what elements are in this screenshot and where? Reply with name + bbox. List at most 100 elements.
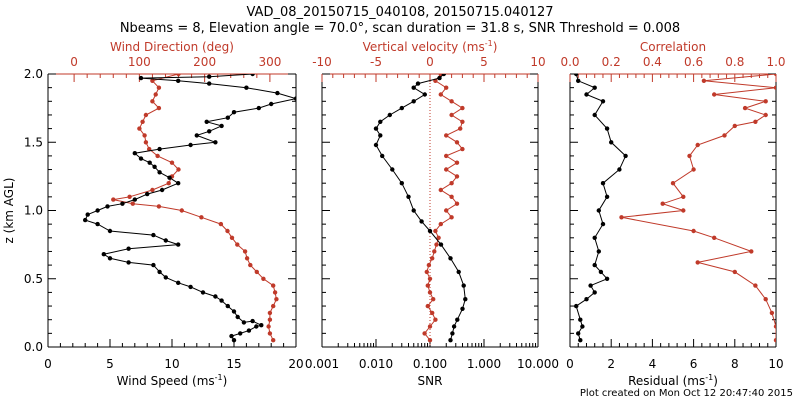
data-point [200,290,206,295]
data-point [454,160,460,165]
data-point [691,167,696,172]
data-point [231,338,237,343]
data-point [449,215,454,220]
series-residual [574,74,628,343]
x-bottom-tick-label: 4 [649,357,657,371]
x-top-axis-label-sup: -1 [485,39,493,48]
data-point [430,310,435,316]
data-point [415,81,421,86]
data-point [578,317,583,322]
data-point [246,328,252,333]
data-point [105,204,110,209]
series-correlation [619,74,776,343]
data-point [218,221,224,227]
x-top-tick-label: 0 [426,55,434,69]
data-point [147,160,152,165]
y-tick-label: 0.0 [24,340,43,354]
data-point [712,92,717,97]
data-point [266,324,271,329]
x-bottom-axis-label-sup: -1 [215,373,223,382]
data-point [427,276,433,281]
data-point [207,129,212,134]
data-point [225,228,230,234]
data-point [250,74,255,77]
data-point [267,317,273,322]
data-point [225,115,230,120]
data-point [130,201,135,206]
data-point [163,275,168,280]
x-top-tick-label: -5 [370,55,382,69]
data-point [742,105,748,111]
data-point [213,294,218,299]
data-point [430,256,435,261]
data-point [194,133,199,138]
data-point [431,297,436,302]
data-point [438,187,443,193]
x-bottom-tick-label: 15 [226,357,241,371]
data-point [592,290,597,295]
series-wind-speed [83,74,296,343]
x-bottom-tick-label: 0.010 [359,357,393,371]
data-point [138,75,144,81]
data-point [176,78,181,84]
x-top-tick-label: 0.2 [602,55,621,69]
data-point [411,208,416,213]
data-point [584,92,589,97]
data-point [670,181,676,186]
data-point [156,85,162,90]
data-point [143,140,149,145]
data-point [419,219,424,224]
x-bottom-tick-label: 10 [768,357,783,371]
data-point [269,101,274,107]
data-point [204,119,209,125]
data-point [691,228,696,234]
series-vertical-velocity [422,74,465,343]
data-point [254,324,259,329]
data-point [166,181,171,186]
data-point [712,235,717,240]
data-point [454,140,460,145]
data-point [574,74,579,77]
x-top-tick-label: 300 [258,55,281,69]
data-point [188,142,193,148]
x-bottom-tick-label: 8 [731,357,739,371]
data-point [763,297,768,302]
x-top-tick-label: 10 [530,55,545,69]
data-point [390,167,395,172]
data-point [235,242,240,247]
data-point [460,119,465,125]
data-point [456,269,461,275]
data-point [219,298,224,303]
data-point [163,238,168,243]
x-bottom-axis-label-text: SNR [418,374,443,388]
data-point [267,331,273,336]
data-point [271,303,276,309]
panel-snr: 0.001 0.010 0.100 1.000 10.000 SNR -10 -5 0 5 10 Ve… [305,39,559,388]
data-point [411,85,416,90]
data-point [259,323,264,328]
data-point [576,331,581,336]
data-point [600,221,606,227]
data-point [604,194,610,199]
x-bottom-tick-label: 0.001 [305,357,339,371]
data-point [151,232,156,238]
x-top-axis-label-text: Vertical velocity (ms [363,40,485,54]
data-point [427,338,433,343]
plot-created-footer: Plot created on Mon Oct 12 20:47:40 2015 [580,388,793,399]
data-point [574,303,579,309]
data-point [150,187,155,193]
data-point [127,194,132,199]
data-point [95,221,100,227]
x-top-axis-label: Correlation [640,40,706,54]
data-point [156,105,162,111]
x-top-tick-label: 0.6 [684,55,703,69]
data-point [463,297,468,302]
x-bottom-axis-label-text: Wind Speed (ms [117,374,215,388]
panel-residual: 0 2 4 6 8 10 Residual (ms-1) 0.0 0.2 0.4 0.6 0.8 1.0… [560,40,785,388]
data-point [687,153,692,159]
x-top-tick-label: 100 [128,55,151,69]
x-bottom-tick-label: 6 [690,357,698,371]
data-point [176,74,181,77]
x-top-tick-label: 200 [193,55,216,69]
data-point [449,99,454,104]
